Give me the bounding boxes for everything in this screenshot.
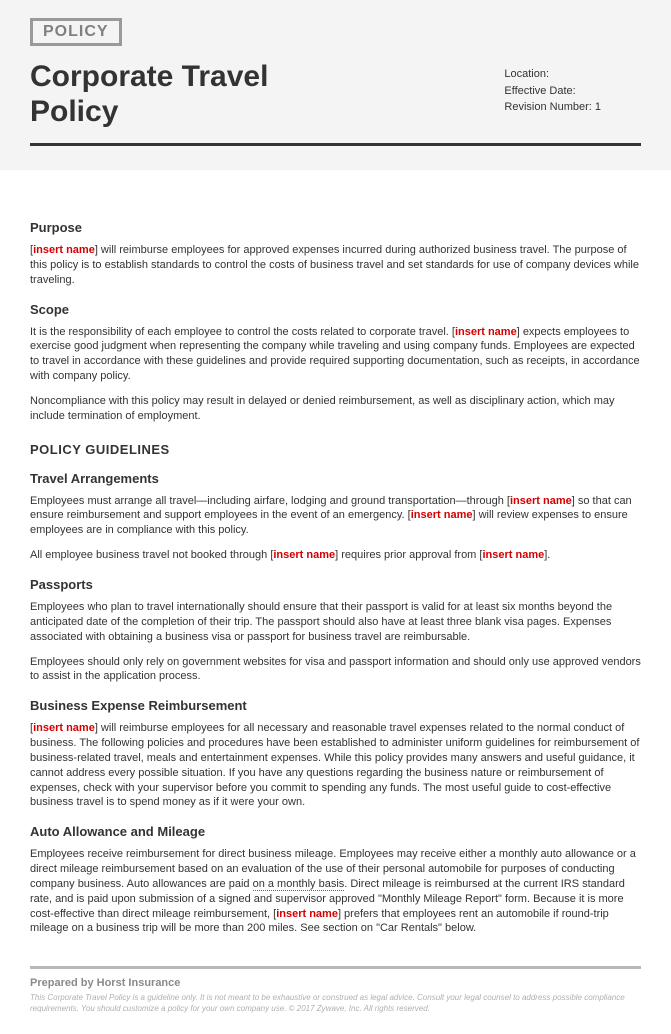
- placeholder-insert-name: insert name: [276, 908, 338, 920]
- placeholder-insert-name: insert name: [33, 244, 95, 256]
- auto-p1: Employees receive reimbursement for dire…: [30, 847, 641, 936]
- purpose-heading: Purpose: [30, 220, 641, 235]
- travel-heading: Travel Arrangements: [30, 471, 641, 486]
- scope-heading: Scope: [30, 302, 641, 317]
- text-fragment: ] will reimburse employees for all neces…: [30, 722, 639, 808]
- text-fragment: ] will reimburse employees for approved …: [30, 244, 639, 286]
- meta-effective-label: Effective Date:: [504, 85, 575, 97]
- guidelines-heading: POLICY GUIDELINES: [30, 442, 641, 457]
- meta-block: Location: Effective Date: Revision Numbe…: [504, 60, 641, 116]
- placeholder-insert-name: insert name: [273, 549, 335, 561]
- meta-revision-label: Revision Number:: [504, 101, 591, 113]
- header-row: Corporate Travel Policy Location: Effect…: [30, 60, 641, 129]
- placeholder-insert-name: insert name: [33, 722, 95, 734]
- travel-p2: All employee business travel not booked …: [30, 548, 641, 563]
- placeholder-insert-name: insert name: [482, 549, 544, 561]
- text-fragment: ].: [544, 549, 550, 561]
- footer-region: Prepared by Horst Insurance This Corpora…: [0, 966, 671, 1034]
- disclaimer-text: This Corporate Travel Policy is a guidel…: [30, 993, 641, 1014]
- auto-heading: Auto Allowance and Mileage: [30, 824, 641, 839]
- prepared-by: Prepared by Horst Insurance: [30, 977, 641, 989]
- footer-rule: [30, 966, 641, 969]
- placeholder-insert-name: insert name: [510, 495, 572, 507]
- meta-location: Location:: [504, 66, 601, 83]
- meta-revision: Revision Number: 1: [504, 99, 601, 116]
- title-rule: [30, 143, 641, 146]
- document-title: Corporate Travel Policy: [30, 60, 350, 129]
- text-fragment: Employees must arrange all travel—includ…: [30, 495, 510, 507]
- text-fragment: All employee business travel not booked …: [30, 549, 273, 561]
- text-fragment: It is the responsibility of each employe…: [30, 326, 455, 338]
- travel-p1: Employees must arrange all travel—includ…: [30, 494, 641, 539]
- expense-heading: Business Expense Reimbursement: [30, 698, 641, 713]
- placeholder-insert-name: insert name: [411, 509, 473, 521]
- expense-p1: [insert name] will reimburse employees f…: [30, 721, 641, 810]
- meta-effective: Effective Date:: [504, 83, 601, 100]
- passports-p2: Employees should only rely on government…: [30, 655, 641, 685]
- document-page: POLICY Corporate Travel Policy Location:…: [0, 0, 671, 1034]
- passports-p1: Employees who plan to travel internation…: [30, 600, 641, 645]
- placeholder-insert-name: insert name: [455, 326, 517, 338]
- meta-revision-value: 1: [595, 101, 601, 113]
- scope-p2: Noncompliance with this policy may resul…: [30, 394, 641, 424]
- scope-p1: It is the responsibility of each employe…: [30, 325, 641, 384]
- policy-tag: POLICY: [30, 18, 122, 46]
- dotted-text: on a monthly basis: [253, 878, 345, 891]
- meta-location-label: Location:: [504, 68, 549, 80]
- header-region: POLICY Corporate Travel Policy Location:…: [0, 0, 671, 170]
- passports-heading: Passports: [30, 577, 641, 592]
- text-fragment: ] requires prior approval from [: [335, 549, 482, 561]
- body-region: Purpose [insert name] will reimburse emp…: [0, 170, 671, 966]
- purpose-p1: [insert name] will reimburse employees f…: [30, 243, 641, 288]
